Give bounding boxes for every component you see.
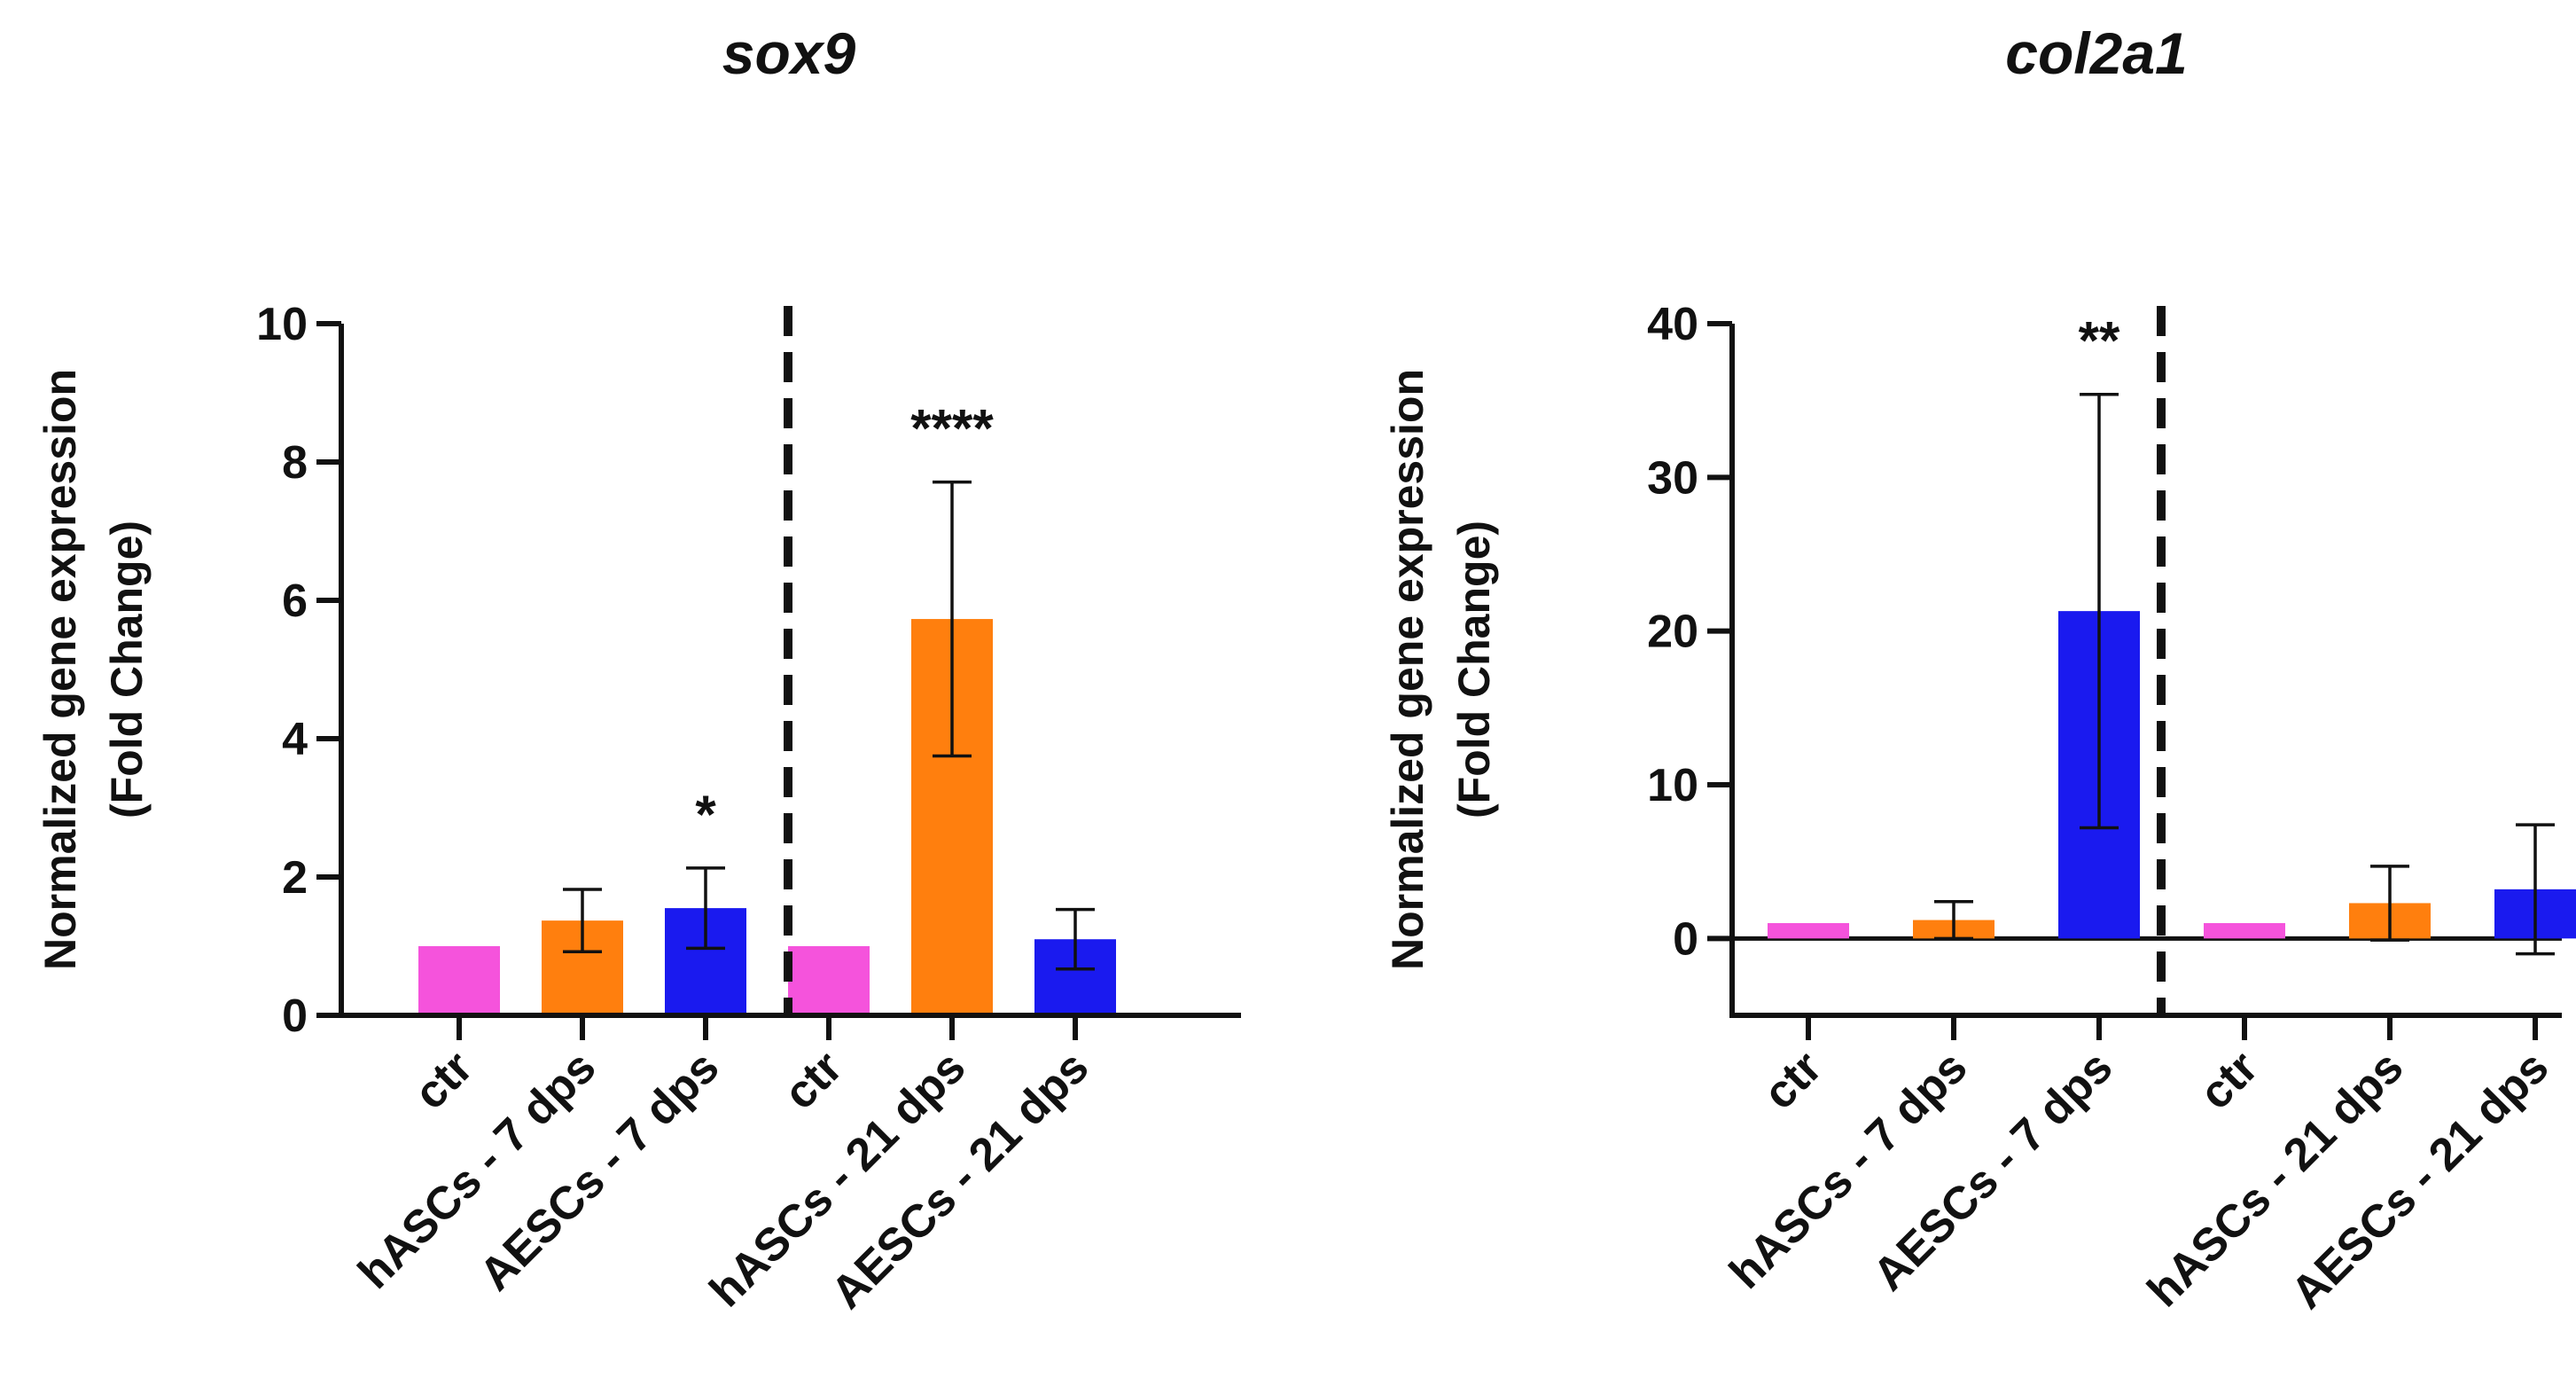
y-axis-label-line2: (Fold Change): [1449, 521, 1499, 818]
x-tick-label: ctr: [2190, 1041, 2268, 1119]
chart-title: sox9: [722, 20, 856, 86]
y-tick-label: 10: [256, 299, 308, 350]
chart-2: col2a1 Normalized gene expression (Fold Ch…: [1383, 20, 2576, 1319]
y-tick-label: 40: [1647, 299, 1698, 350]
chart-title: col2a1: [2005, 20, 2187, 86]
x-tick-label: ctr: [1753, 1041, 1831, 1119]
bar: [1768, 923, 1849, 939]
x-tick-label: ctr: [774, 1041, 852, 1119]
y-tick-label: 20: [1647, 607, 1698, 658]
bar: [788, 946, 870, 1015]
significance-mark: ****: [910, 399, 994, 458]
y-tick-label: 0: [1673, 913, 1698, 965]
x-tick-label: AESCs - 21 dps: [2282, 1041, 2559, 1319]
y-tick-label: 4: [282, 714, 308, 765]
y-axis-label: Normalized gene expression: [1383, 369, 1432, 970]
y-tick-label: 2: [282, 852, 308, 904]
y-tick-label: 30: [1647, 452, 1698, 504]
y-tick-label: 6: [282, 576, 308, 627]
y-tick-label: 8: [282, 437, 308, 489]
bar: [418, 946, 500, 1015]
bar: [2204, 923, 2285, 939]
chart-1: sox9 Normalized gene expression (Fold Chan…: [35, 20, 1241, 1319]
y-tick-label: 10: [1647, 760, 1698, 811]
significance-mark: *: [695, 785, 716, 844]
x-tick-label: ctr: [404, 1041, 482, 1119]
y-axis-label-line2: (Fold Change): [102, 521, 152, 818]
significance-mark: **: [2079, 311, 2120, 371]
y-tick-label: 0: [282, 991, 308, 1042]
x-tick-label: hASCs - 21 dps: [2138, 1041, 2414, 1317]
y-axis-label: Normalized gene expression: [35, 369, 85, 970]
